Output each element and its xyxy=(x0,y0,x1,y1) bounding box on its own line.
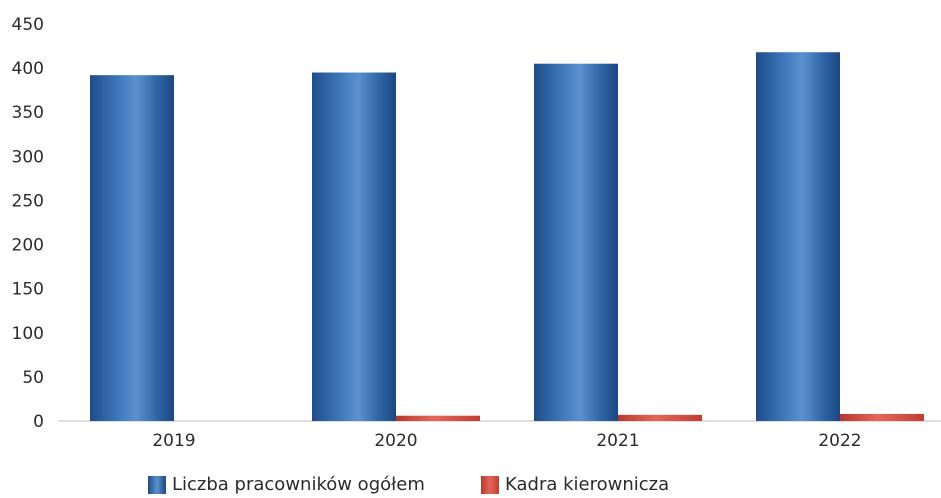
legend-swatch-red xyxy=(481,475,499,494)
bar-total-employees-2022 xyxy=(756,52,840,421)
x-axis: 2019 2020 2021 2022 xyxy=(152,431,861,451)
y-axis: 0 50 100 150 200 250 300 350 400 450 xyxy=(12,15,44,432)
y-tick-label: 200 xyxy=(12,236,44,256)
x-tick-label: 2019 xyxy=(152,431,195,451)
y-tick-label: 300 xyxy=(12,147,44,167)
bars xyxy=(90,52,924,422)
y-tick-label: 250 xyxy=(12,191,44,211)
bar-management-2022 xyxy=(840,413,924,421)
bar-total-employees-2020 xyxy=(312,72,396,422)
legend-item-management: Kadra kierownicza xyxy=(481,474,669,495)
y-tick-label: 450 xyxy=(12,15,44,35)
x-tick-label: 2020 xyxy=(374,431,417,451)
y-tick-label: 400 xyxy=(12,59,44,79)
legend-label: Kadra kierownicza xyxy=(505,474,670,495)
legend-item-total-employees: Liczba pracowników ogółem xyxy=(148,474,425,495)
legend-swatch-blue xyxy=(148,475,166,494)
y-tick-label: 150 xyxy=(12,280,44,300)
y-tick-label: 0 xyxy=(33,412,44,432)
legend-label: Liczba pracowników ogółem xyxy=(172,474,425,495)
y-tick-label: 100 xyxy=(12,324,44,344)
bar-management-2020 xyxy=(396,415,480,421)
y-tick-label: 50 xyxy=(22,368,44,388)
bar-chart: 0 50 100 150 200 250 300 350 400 450 2019 2020 2021… xyxy=(12,15,941,451)
bar-total-employees-2021 xyxy=(534,63,618,421)
legend: Liczba pracowników ogółem Kadra kierowni… xyxy=(0,474,941,498)
x-tick-label: 2021 xyxy=(596,431,639,451)
bar-management-2021 xyxy=(618,414,702,421)
x-tick-label: 2022 xyxy=(818,431,861,451)
bar-total-employees-2019 xyxy=(90,75,174,422)
y-tick-label: 350 xyxy=(12,103,44,123)
